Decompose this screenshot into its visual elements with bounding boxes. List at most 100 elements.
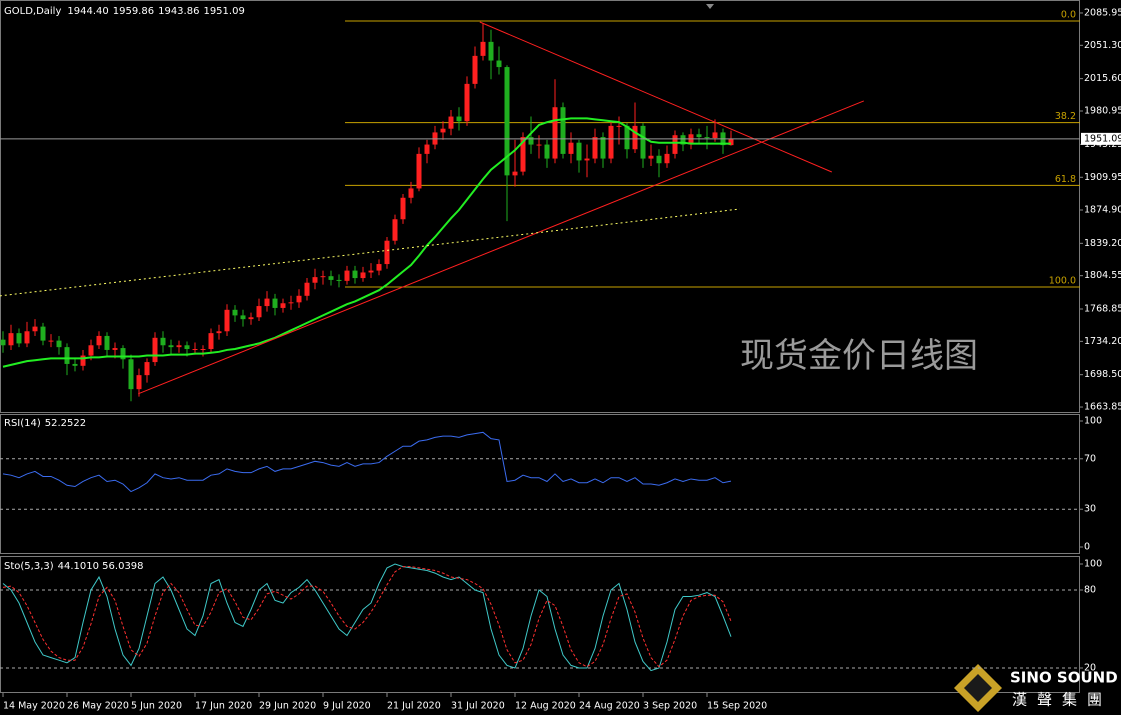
- candle-body: [488, 41, 494, 61]
- candle-body: [480, 41, 486, 56]
- candle-body: [512, 171, 518, 176]
- candle-body: [352, 270, 358, 279]
- candle-body: [416, 153, 422, 189]
- candle-body: [472, 55, 478, 84]
- y-tick-label: 70: [1084, 453, 1096, 464]
- chart-header: GOLD,Daily 1944.40 1959.86 1943.86 1951.09: [4, 6, 245, 17]
- candle-body: [648, 155, 654, 159]
- candle-body: [96, 335, 102, 346]
- y-tick-label: 1804.55: [1084, 270, 1121, 281]
- candle-body: [680, 135, 686, 145]
- logo: SINO SOUND 漢聲集團: [954, 664, 1118, 712]
- candle-body: [552, 107, 558, 159]
- x-tick-label: 24 Aug 2020: [579, 701, 640, 712]
- candle-body: [688, 134, 694, 145]
- candle-body: [208, 333, 214, 350]
- candle-body: [360, 272, 366, 279]
- brand-name: SINO SOUND: [1010, 669, 1118, 687]
- candle-body: [8, 333, 14, 346]
- series-line: [2, 117, 731, 368]
- candle-body: [560, 107, 566, 154]
- candle-body: [672, 135, 678, 154]
- candle-body: [112, 348, 118, 350]
- candle-body: [128, 359, 134, 390]
- candle-body: [728, 138, 734, 146]
- series-line: [2, 566, 732, 668]
- candle-body: [592, 137, 598, 159]
- fib-label: 0.0: [1061, 9, 1076, 20]
- candle-body: [600, 137, 606, 159]
- y-tick-label: 2015.60: [1084, 73, 1121, 84]
- ohlc-high: 1959.86: [113, 6, 154, 17]
- candle-body: [584, 158, 590, 161]
- candle-body: [136, 375, 142, 390]
- candle-body: [712, 132, 718, 139]
- price-box: [1081, 132, 1121, 145]
- candle-body: [312, 277, 318, 283]
- main-panel: [0, 0, 1080, 413]
- rsi-panel: [0, 414, 1080, 554]
- y-tick-label: 1663.85: [1084, 402, 1121, 413]
- series-line: [2, 431, 732, 493]
- candle-body: [504, 67, 510, 176]
- candle-body: [368, 270, 374, 273]
- symbol: GOLD,Daily: [4, 6, 61, 17]
- y-tick-label: 1874.90: [1084, 205, 1121, 216]
- rsi-header: RSI(14) 52.2522: [4, 418, 86, 429]
- ohlc-low: 1943.86: [158, 6, 199, 17]
- x-tick-label: 29 Jun 2020: [259, 701, 316, 712]
- candle-body: [296, 295, 302, 303]
- y-tick-label: 0: [1084, 542, 1090, 553]
- candle-body: [424, 144, 430, 154]
- trendline: [0, 208, 740, 297]
- candle-body: [304, 282, 310, 296]
- candle-body: [408, 188, 414, 198]
- rsi-readout: 52.2522: [45, 418, 86, 429]
- y-tick-label: 2051.30: [1084, 40, 1121, 51]
- stoch-header: Sto(5,3,3) 44.1010 56.0398: [4, 561, 144, 572]
- y-tick-label: 1839.20: [1084, 238, 1121, 249]
- x-tick-label: 21 Jul 2020: [387, 701, 441, 712]
- candle-body: [440, 128, 446, 133]
- watermark: 现货金价日线图: [740, 336, 978, 376]
- stoch-readout: 44.1010 56.0398: [58, 561, 144, 572]
- candle-body: [48, 340, 54, 342]
- candle-body: [344, 270, 350, 281]
- plot-area: [2, 563, 732, 672]
- candle-body: [616, 125, 622, 127]
- candle-body: [656, 155, 662, 164]
- candle-body: [24, 331, 30, 344]
- candle-body: [536, 144, 542, 146]
- candle-body: [384, 240, 390, 265]
- candle-body: [240, 315, 246, 320]
- y-tick-label: 1980.95: [1084, 105, 1121, 116]
- candle-body: [288, 302, 294, 304]
- candle-body: [32, 326, 38, 332]
- candle-body: [152, 337, 158, 363]
- candle-body: [232, 309, 238, 316]
- y-tick-label: 2085.95: [1084, 7, 1121, 18]
- candle-body: [168, 345, 174, 348]
- candle-body: [448, 116, 454, 129]
- candle-body: [0, 339, 6, 346]
- x-tick-label: 26 May 2020: [67, 701, 129, 712]
- trendline: [138, 100, 864, 395]
- x-tick-label: 14 May 2020: [3, 701, 65, 712]
- candle-body: [624, 125, 630, 150]
- candle-body: [568, 142, 574, 154]
- trendline: [479, 21, 832, 173]
- candle-body: [216, 331, 222, 334]
- x-tick-label: 15 Sep 2020: [707, 701, 767, 712]
- candle-body: [200, 349, 206, 351]
- candle-body: [256, 306, 262, 318]
- fib-label: 38.2: [1055, 111, 1076, 122]
- price-label: 1951.09: [1084, 133, 1121, 144]
- candle-body: [376, 264, 382, 271]
- y-tick-label: 100: [1084, 416, 1102, 427]
- candle-body: [160, 337, 166, 346]
- candle-body: [176, 345, 182, 348]
- x-tick-label: 12 Aug 2020: [515, 701, 576, 712]
- candle-body: [64, 347, 70, 364]
